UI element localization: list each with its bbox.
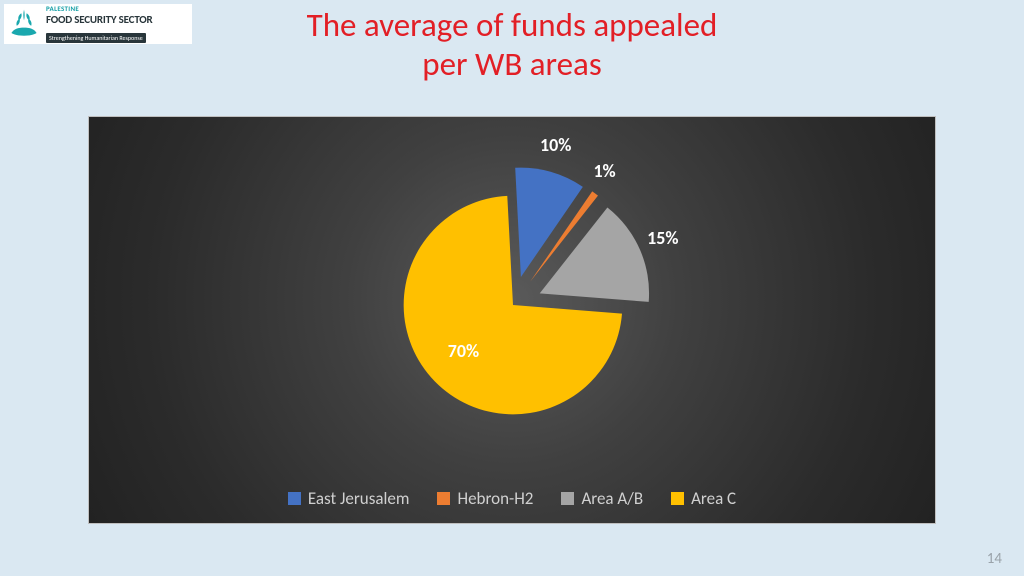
- legend-swatch: [561, 492, 574, 505]
- data-label: 70%: [448, 340, 479, 362]
- legend-item: Area C: [671, 488, 736, 509]
- data-label: 10%: [540, 134, 571, 156]
- data-label: 1%: [593, 160, 615, 182]
- legend-label: Area A/B: [581, 488, 643, 509]
- pie-chart-container: East Jerusalem Hebron-H2 Area A/B Area C 10…: [88, 116, 936, 524]
- legend-label: Hebron-H2: [457, 488, 533, 509]
- legend-swatch: [671, 492, 684, 505]
- legend-label: East Jerusalem: [308, 488, 410, 509]
- legend-item: Hebron-H2: [437, 488, 533, 509]
- chart-legend: East Jerusalem Hebron-H2 Area A/B Area C: [89, 488, 935, 509]
- legend-item: Area A/B: [561, 488, 643, 509]
- pie-slice-area-c: [404, 196, 622, 415]
- page-number: 14: [987, 550, 1002, 568]
- slide-title: The average of funds appealed per WB are…: [0, 6, 1024, 84]
- data-label: 15%: [647, 227, 678, 249]
- legend-label: Area C: [691, 488, 736, 509]
- legend-item: East Jerusalem: [288, 488, 410, 509]
- title-line2: per WB areas: [0, 45, 1024, 84]
- legend-swatch: [437, 492, 450, 505]
- title-line1: The average of funds appealed: [0, 6, 1024, 45]
- pie-chart: [349, 141, 677, 469]
- legend-swatch: [288, 492, 301, 505]
